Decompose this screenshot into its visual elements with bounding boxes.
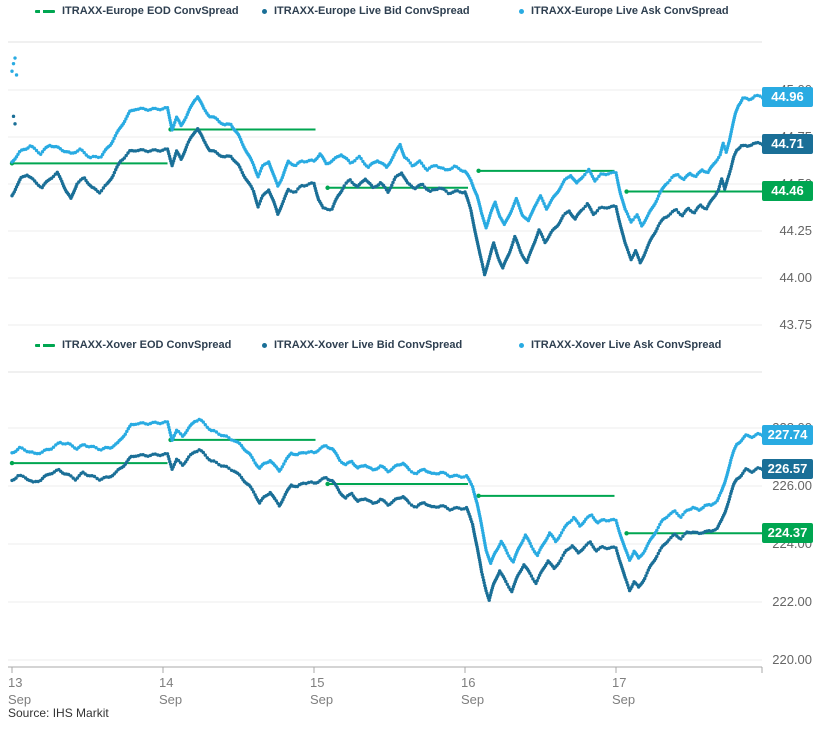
x-tick-label: 14 Sep	[159, 674, 182, 708]
ask-dot-marker-icon	[519, 8, 524, 14]
x-tick-label: 17 Sep	[612, 674, 635, 708]
x-tick-label: 13 Sep	[8, 674, 31, 708]
x-tick-month: Sep	[159, 692, 183, 707]
xover-chart	[8, 371, 765, 661]
x-tick-day: 14	[159, 675, 174, 690]
x-tick-day: 13	[8, 675, 23, 690]
legend-label: ITRAXX-Xover Live Ask ConvSpread	[531, 339, 722, 351]
x-tick-label: 16 Sep	[461, 674, 484, 708]
legend-label: ITRAXX-Xover Live Bid ConvSpread	[274, 339, 463, 351]
x-tick-month: Sep	[612, 692, 636, 707]
end-value-badge-europe-eod: 44.46	[762, 181, 813, 201]
x-tick-day: 15	[310, 675, 325, 690]
bid-dot-marker-icon	[262, 342, 267, 348]
y-tick-label: 44.00	[779, 270, 812, 285]
x-tick-month: Sep	[461, 692, 485, 707]
legend-item-europe-bid: ITRAXX-Europe Live Bid ConvSpread	[262, 3, 470, 19]
x-axis	[8, 666, 763, 673]
legend-item-xover-eod: ITRAXX-Xover EOD ConvSpread	[35, 337, 231, 353]
end-value-badge-xover-bid: 226.57	[762, 459, 813, 479]
end-value-badge-xover-ask: 227.74	[762, 425, 813, 445]
bid-dot-marker-icon	[262, 8, 267, 14]
legend-label: ITRAXX-Xover EOD ConvSpread	[62, 339, 232, 351]
eod-line-marker-icon	[35, 9, 55, 13]
europe-chart	[8, 41, 765, 326]
legend-item-xover-bid: ITRAXX-Xover Live Bid ConvSpread	[262, 337, 462, 353]
y-tick-label: 220.00	[772, 652, 812, 667]
x-tick-day: 16	[461, 675, 476, 690]
legend-label: ITRAXX-Europe EOD ConvSpread	[62, 5, 239, 17]
y-tick-label: 44.25	[779, 223, 812, 238]
end-value-badge-europe-bid: 44.71	[762, 134, 813, 154]
end-value-badge-xover-eod: 224.37	[762, 523, 813, 543]
y-tick-label: 222.00	[772, 594, 812, 609]
ask-dot-marker-icon	[519, 342, 524, 348]
y-tick-label: 43.75	[779, 317, 812, 332]
eod-line-marker-icon	[35, 343, 55, 347]
x-tick-month: Sep	[310, 692, 334, 707]
x-tick-day: 17	[612, 675, 627, 690]
legend-item-europe-ask: ITRAXX-Europe Live Ask ConvSpread	[519, 3, 729, 19]
legend-label: ITRAXX-Europe Live Ask ConvSpread	[531, 5, 729, 17]
y-tick-label: 226.00	[772, 478, 812, 493]
end-value-badge-europe-ask: 44.96	[762, 87, 813, 107]
legend-item-europe-eod: ITRAXX-Europe EOD ConvSpread	[35, 3, 239, 19]
source-note: Source: IHS Markit	[8, 706, 109, 720]
x-tick-label: 15 Sep	[310, 674, 333, 708]
legend-item-xover-ask: ITRAXX-Xover Live Ask ConvSpread	[519, 337, 721, 353]
x-tick-month: Sep	[8, 692, 32, 707]
legend-label: ITRAXX-Europe Live Bid ConvSpread	[274, 5, 470, 17]
